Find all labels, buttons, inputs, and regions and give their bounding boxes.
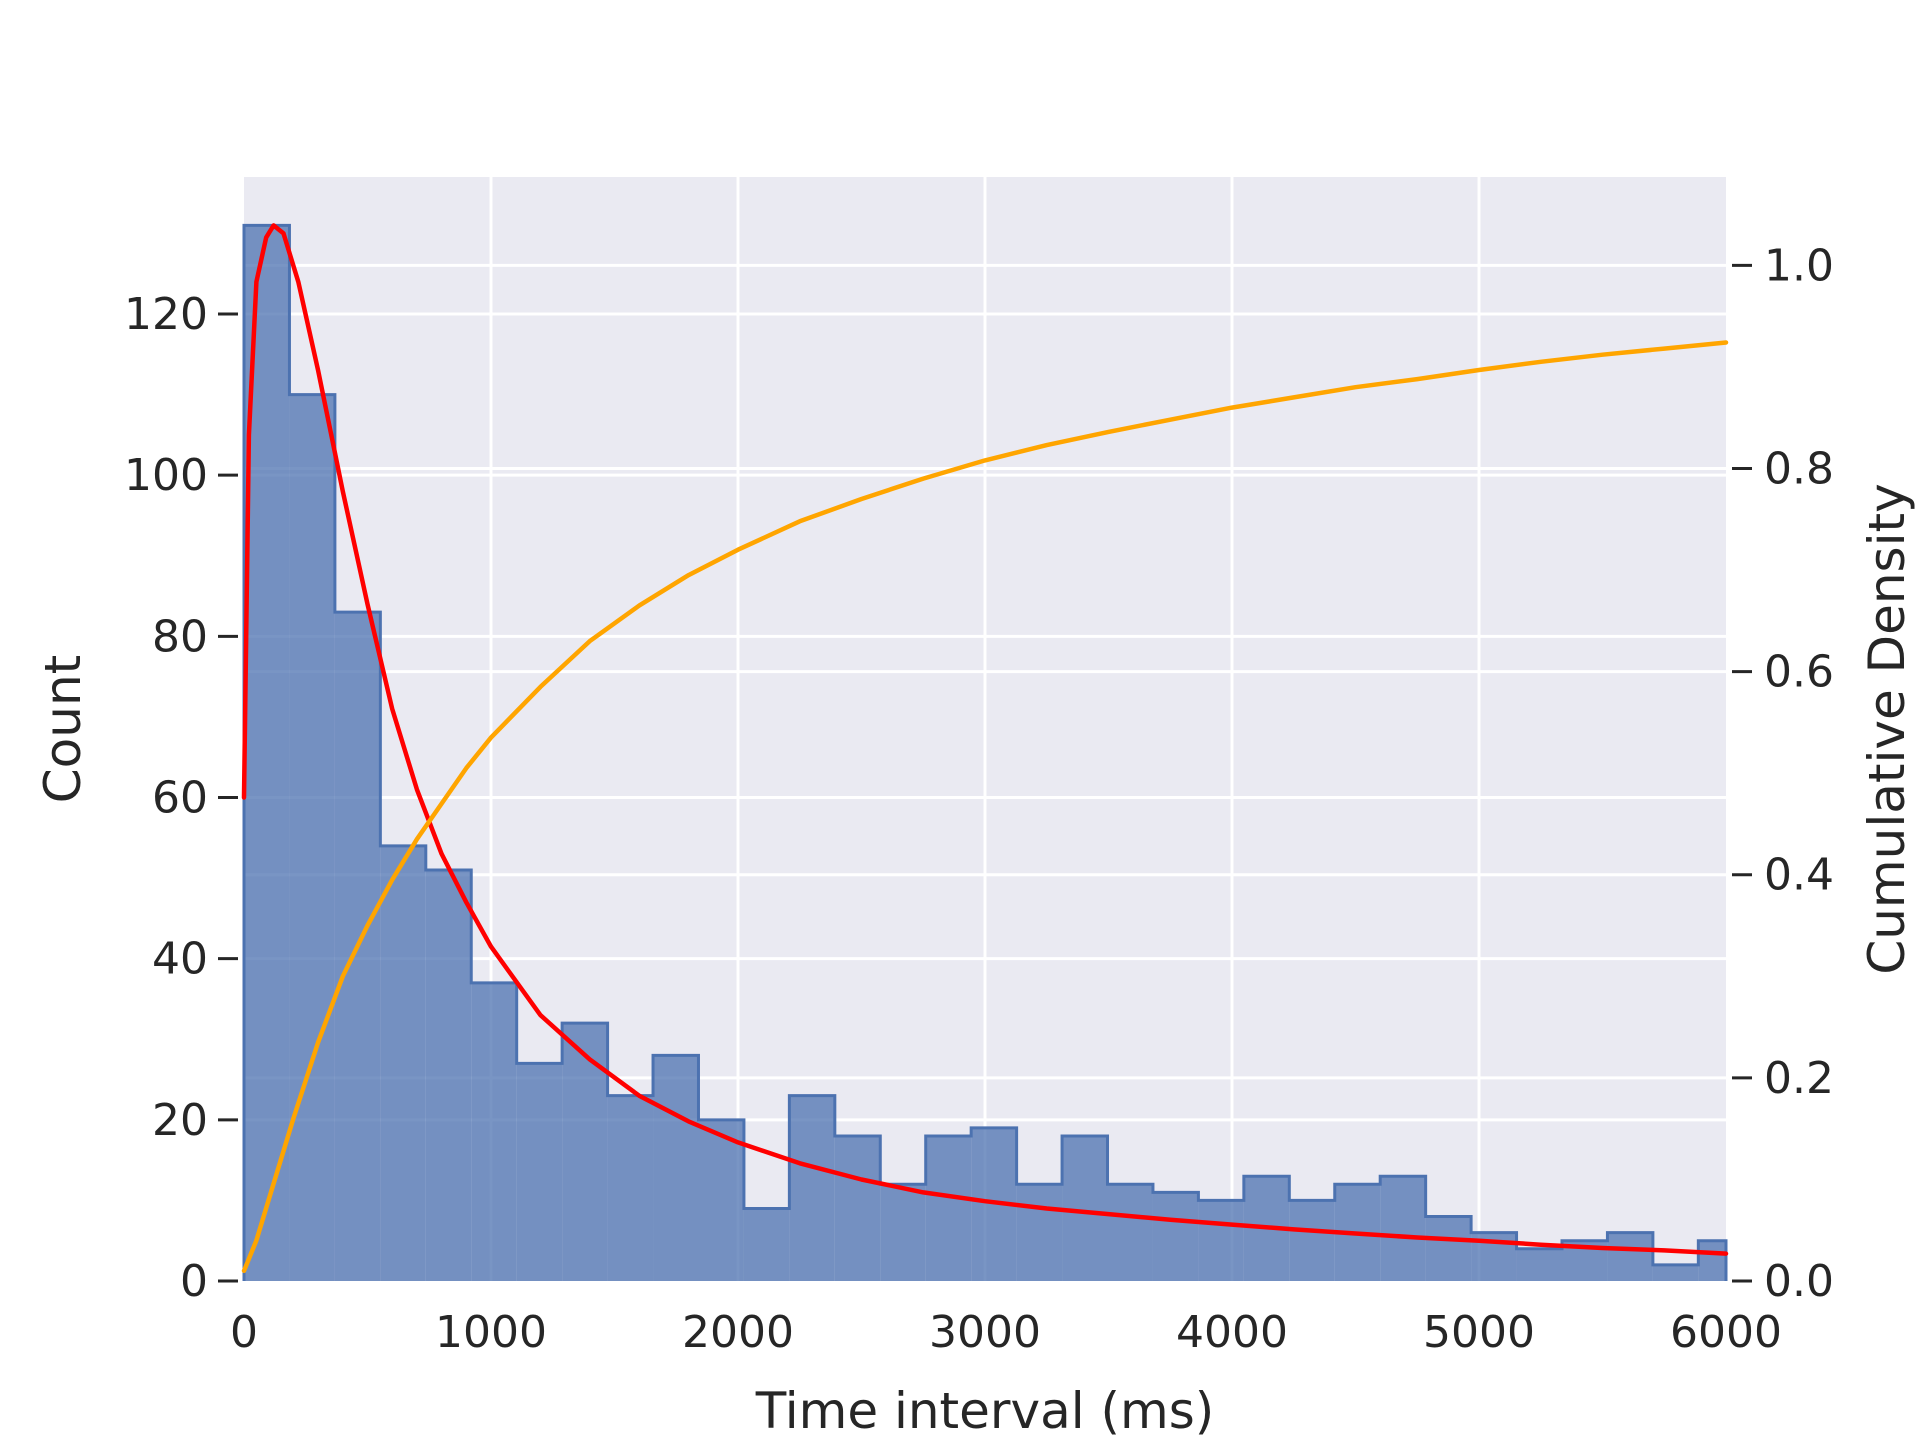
x-tick-label: 3000 [929, 1307, 1041, 1358]
histogram-bar [516, 1063, 563, 1281]
histogram-bars [242, 223, 1728, 1282]
y-tick-label: 120 [124, 289, 208, 340]
y-tick-label: 80 [152, 611, 208, 662]
histogram-bar [698, 1119, 744, 1281]
series-lines [241, 223, 1729, 1274]
histogram-bar [1016, 1184, 1063, 1281]
histogram-bar [1425, 1216, 1472, 1281]
histogram-bar [925, 1135, 972, 1281]
histogram-bar [1698, 1240, 1726, 1281]
y-tick-label: 40 [152, 934, 208, 985]
density-line [241, 223, 1729, 1256]
y2-tick-label: 0.2 [1764, 1053, 1834, 1104]
y2-tick-label: 0.6 [1764, 647, 1834, 698]
histogram-bar [607, 1095, 654, 1281]
histogram-bar [743, 1208, 790, 1281]
histogram-bar [1289, 1200, 1335, 1281]
grid-layer [244, 177, 1726, 1281]
y-tick-label: 0 [180, 1256, 208, 1307]
histogram-bar [1380, 1176, 1426, 1281]
histogram-bar [471, 982, 517, 1281]
histogram-bar [1107, 1184, 1153, 1281]
y-tick-label: 60 [152, 772, 208, 823]
x-tick-label: 5000 [1423, 1307, 1535, 1358]
histogram-bar [562, 1023, 608, 1281]
histogram-bar [1516, 1248, 1562, 1281]
y2-tick-label: 0.0 [1764, 1256, 1834, 1307]
axes: 0 20 40 60 80 100 120 0.0 0.2 0.4 0.6 0.8 1.0 0 1000 20… [124, 240, 1834, 1358]
histogram-bar [1607, 1232, 1653, 1281]
histogram-bar [789, 1095, 835, 1281]
x-tick-label: 2000 [682, 1307, 794, 1358]
y-tick-label: 100 [124, 450, 208, 501]
y2-tick-label: 0.8 [1764, 443, 1834, 494]
histogram-bar [880, 1184, 926, 1281]
y-tick-label: 20 [152, 1095, 208, 1146]
y2-tick-label: 0.4 [1764, 850, 1834, 901]
histogram-bar [834, 1135, 881, 1281]
x-tick-label: 0 [230, 1307, 258, 1358]
histogram-bar [425, 870, 472, 1281]
histogram-bar [653, 1055, 699, 1281]
y-axis-title: Count [34, 655, 92, 804]
histogram-bar [1198, 1200, 1244, 1281]
x-tick-label: 4000 [1176, 1307, 1288, 1358]
x-axis-title: Time interval (ms) [755, 1382, 1215, 1440]
histogram-outline [242, 223, 1728, 1281]
histogram-bar [1152, 1192, 1199, 1281]
histogram-bar [1652, 1264, 1699, 1281]
x-tick-label: 6000 [1670, 1307, 1782, 1358]
y2-axis-title: Cumulative Density [1858, 483, 1916, 974]
histogram-bar [289, 394, 335, 1281]
histogram-bar [380, 845, 426, 1281]
x-tick-label: 1000 [435, 1307, 547, 1358]
cumulative-line [241, 340, 1729, 1274]
y2-tick-label: 1.0 [1764, 240, 1834, 291]
